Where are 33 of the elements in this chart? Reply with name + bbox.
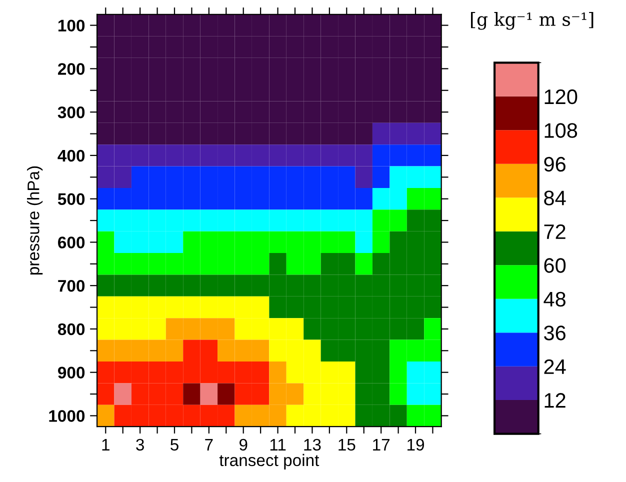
- color-bar-label: 120: [544, 89, 578, 104]
- x-tick-label: 7: [205, 438, 213, 450]
- x-tick-label: 5: [170, 438, 178, 451]
- color-bar-label: 108: [544, 123, 578, 138]
- x-tick-label: 17: [373, 438, 390, 450]
- x-tick-label: 3: [136, 438, 144, 451]
- y-tick-label: 900: [58, 366, 85, 379]
- color-bar-label: 84: [544, 190, 566, 206]
- y-tick-label: 200: [58, 63, 85, 75]
- x-tick-label: 19: [408, 438, 424, 451]
- x-tick-label: 13: [304, 438, 321, 451]
- y-tick-label: 300: [58, 106, 85, 118]
- color-bar-title: [g kg⁻¹ m s⁻¹]: [471, 12, 594, 30]
- y-tick-label: 700: [58, 280, 85, 292]
- color-bar-label: 12: [544, 393, 566, 408]
- color-bar-label: 48: [544, 292, 566, 307]
- x-tick-label: 11: [270, 438, 286, 450]
- y-tick-label: 1000: [49, 410, 85, 422]
- color-bar-label: 24: [544, 359, 566, 374]
- x-tick-label: 1: [102, 438, 110, 450]
- y-tick-label: 400: [58, 150, 85, 162]
- color-bar-label: 72: [544, 224, 566, 239]
- color-bar-label: 60: [544, 258, 566, 273]
- y-tick-label: 600: [58, 236, 85, 248]
- color-bar-label: 36: [544, 326, 566, 340]
- x-axis-title: transect point: [219, 454, 320, 470]
- y-tick-label: 800: [58, 323, 85, 336]
- y-axis-title: pressure (hPa): [27, 166, 43, 275]
- y-tick-label: 500: [58, 193, 85, 206]
- y-tick-label: 100: [58, 20, 85, 32]
- x-tick-label: 15: [338, 438, 356, 451]
- color-bar-label: 96: [544, 156, 566, 172]
- x-tick-label: 9: [240, 438, 248, 451]
